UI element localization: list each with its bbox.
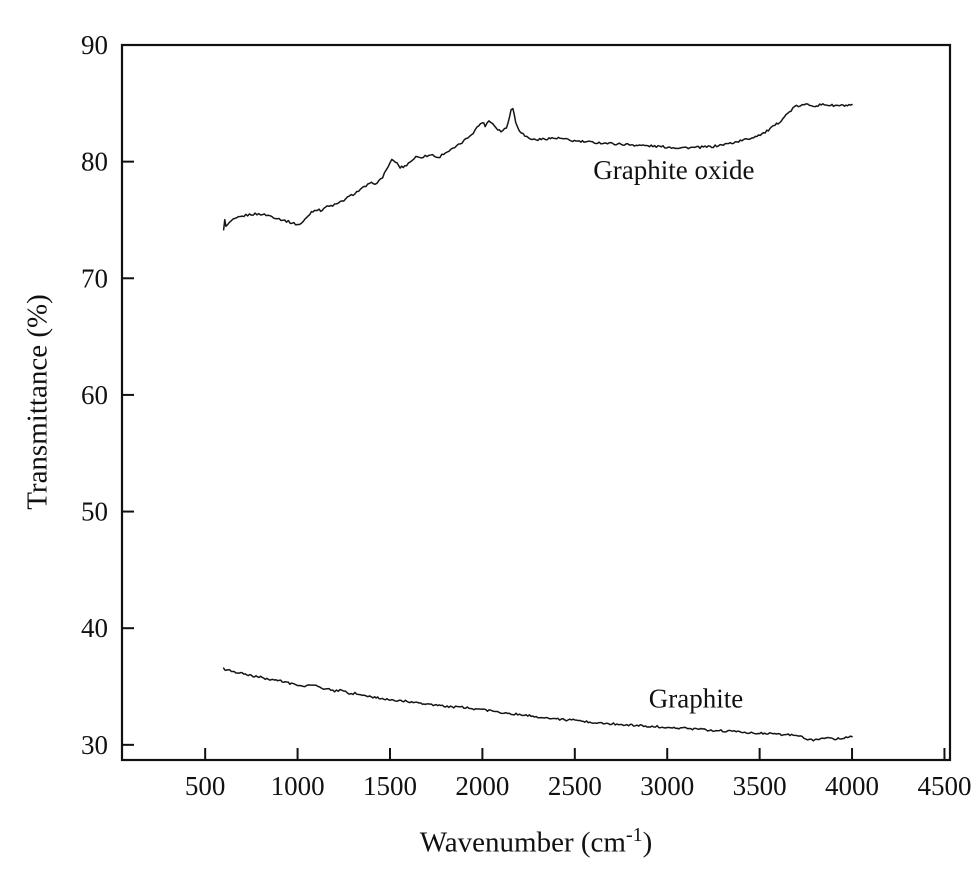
x-axis-label-superscript: -1 <box>625 824 643 846</box>
x-tick-label: 2500 <box>548 771 602 801</box>
y-tick-label: 60 <box>81 380 108 410</box>
x-tick-label: 3000 <box>640 771 694 801</box>
series-label-graphite: Graphite <box>649 684 743 714</box>
x-tick-label: 3500 <box>733 771 787 801</box>
x-axis-label: Wavenumber (cm-1) <box>122 824 950 860</box>
y-tick-label: 70 <box>81 263 108 293</box>
y-tick-label: 80 <box>81 147 108 177</box>
y-tick-label: 40 <box>81 613 108 643</box>
plot-frame <box>120 43 952 762</box>
y-tick-label: 30 <box>81 730 108 760</box>
y-tick-label: 90 <box>81 30 108 60</box>
series-line-graphite <box>222 667 853 742</box>
series-line-graphite-oxide <box>222 103 853 231</box>
x-axis-label-text: Wavenumber (cm <box>419 826 626 859</box>
y-axis-label: Transmittance (%) <box>21 294 54 510</box>
x-tick-label: 1000 <box>271 771 325 801</box>
x-tick-label: 2000 <box>455 771 509 801</box>
x-axis-label-suffix: ) <box>642 826 653 859</box>
x-tick-label: 1500 <box>363 771 417 801</box>
y-tick-label: 50 <box>81 497 108 527</box>
x-tick-label: 500 <box>185 771 226 801</box>
x-tick-label: 4500 <box>917 771 971 801</box>
x-tick-label: 4000 <box>825 771 879 801</box>
series-label-graphite-oxide: Graphite oxide <box>593 155 754 185</box>
